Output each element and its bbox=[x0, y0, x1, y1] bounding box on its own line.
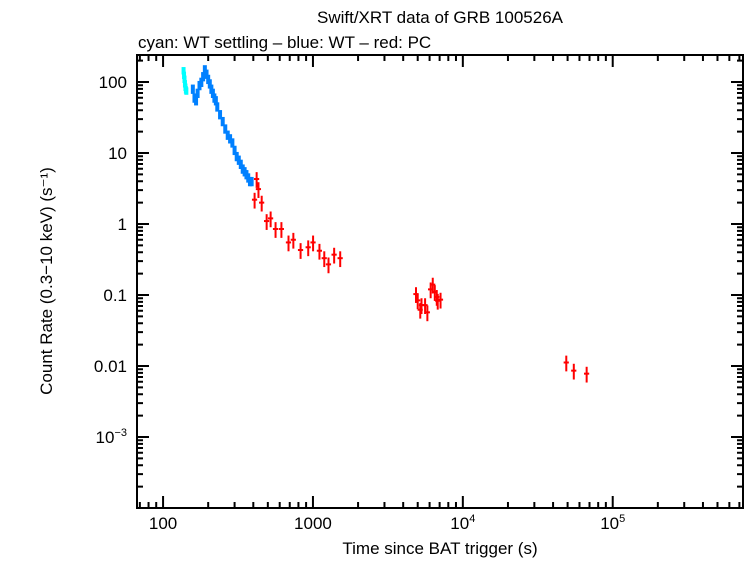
x-tick-label: 104 bbox=[450, 513, 475, 533]
data-point bbox=[305, 240, 311, 257]
x-tick-label: 100 bbox=[149, 514, 177, 533]
x-axis-label: Time since BAT trigger (s) bbox=[342, 539, 537, 558]
data-point bbox=[249, 176, 254, 187]
series-pc bbox=[251, 172, 590, 383]
series-wt bbox=[190, 65, 254, 187]
data-point bbox=[571, 363, 577, 380]
data-point bbox=[267, 211, 274, 228]
series-wt-settling bbox=[181, 67, 189, 95]
data-points bbox=[181, 65, 590, 383]
data-point bbox=[435, 293, 441, 310]
data-point bbox=[563, 355, 569, 372]
chart-title: Swift/XRT data of GRB 100526A bbox=[317, 8, 564, 27]
data-point bbox=[223, 124, 228, 134]
data-point bbox=[430, 277, 436, 294]
y-tick-label: 0.01 bbox=[94, 357, 127, 376]
data-point bbox=[437, 292, 444, 309]
tick-labels: 100 1000 104 105 100 10 1 0.1 0.01 10−3 bbox=[94, 73, 625, 533]
axis-ticks bbox=[137, 55, 743, 509]
data-point bbox=[218, 110, 223, 120]
x-tick-label: 1000 bbox=[294, 514, 332, 533]
data-point bbox=[278, 222, 284, 238]
data-point bbox=[310, 235, 316, 252]
data-point bbox=[415, 293, 421, 310]
data-point bbox=[325, 257, 332, 274]
y-tick-label: 10 bbox=[108, 144, 127, 163]
data-point bbox=[297, 243, 304, 259]
y-tick-label: 100 bbox=[99, 73, 127, 92]
data-point bbox=[337, 251, 343, 268]
data-point bbox=[220, 116, 225, 127]
x-tick-label: 105 bbox=[600, 513, 625, 533]
y-tick-label: 0.1 bbox=[103, 286, 127, 305]
data-point bbox=[321, 251, 327, 268]
data-point bbox=[285, 235, 292, 252]
data-point bbox=[184, 87, 189, 95]
chart-subtitle: cyan: WT settling – blue: WT – red: PC bbox=[138, 33, 431, 52]
data-point bbox=[190, 84, 195, 94]
data-point bbox=[255, 182, 262, 198]
y-tick-label: 10−3 bbox=[96, 427, 127, 447]
data-point bbox=[583, 366, 590, 383]
plot-frame bbox=[136, 54, 744, 509]
data-point bbox=[232, 145, 237, 156]
data-point bbox=[215, 102, 220, 112]
data-point bbox=[251, 192, 258, 209]
data-point bbox=[230, 138, 235, 148]
data-point bbox=[424, 305, 430, 322]
data-point bbox=[316, 243, 323, 260]
y-axis-label: Count Rate (0.3−10 keV) (s⁻¹) bbox=[37, 167, 56, 395]
data-point bbox=[290, 232, 296, 249]
data-point bbox=[253, 172, 260, 188]
y-tick-label: 1 bbox=[118, 215, 127, 234]
data-point bbox=[331, 247, 337, 264]
data-point bbox=[259, 195, 265, 212]
data-point bbox=[263, 214, 270, 230]
data-point bbox=[272, 222, 279, 238]
